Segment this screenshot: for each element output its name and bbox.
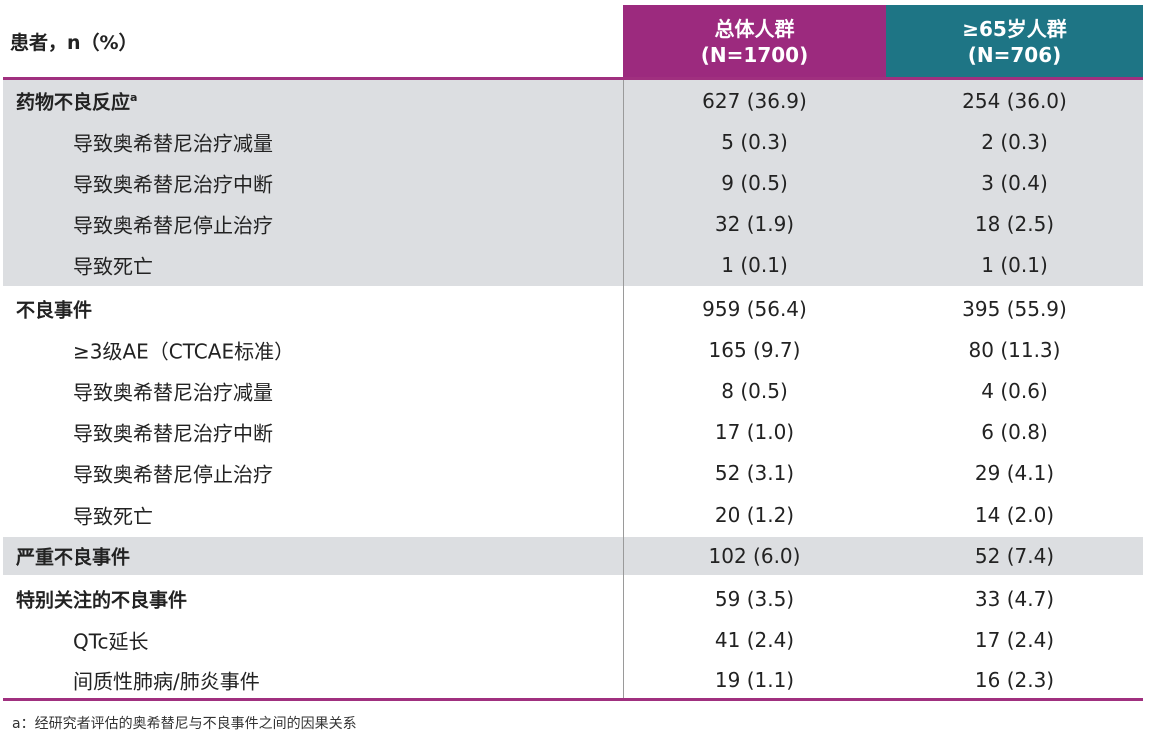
- row-label-text: 导致奥希替尼治疗中断: [73, 172, 273, 197]
- overall-value: 41 (2.4): [714, 627, 795, 652]
- table-row: 间质性肺病/肺炎事件 19 (1.1) 16 (2.3): [3, 660, 1143, 701]
- row-label: 特别关注的不良事件: [16, 586, 187, 613]
- row-label: 药物不良反应a: [16, 87, 137, 114]
- overall-value: 52 (3.1): [714, 461, 795, 486]
- overall-value: 20 (1.2): [714, 502, 795, 527]
- row-label-text: 导致奥希替尼停止治疗: [73, 213, 273, 238]
- table-row: 导致死亡 20 (1.2) 14 (2.0): [3, 494, 1143, 535]
- row-label-text: 导致死亡: [73, 504, 153, 529]
- table-row: 药物不良反应a 627 (36.9) 254 (36.0): [3, 80, 1143, 121]
- row-label-text: 间质性肺病/肺炎事件: [73, 669, 260, 694]
- age65-value: 16 (2.3): [974, 668, 1055, 693]
- overall-value: 17 (1.0): [714, 420, 795, 445]
- overall-value: 5 (0.3): [721, 129, 788, 154]
- age65-value: 18 (2.5): [974, 212, 1055, 237]
- row-label-text: 导致奥希替尼治疗减量: [73, 131, 273, 156]
- overall-value: 627 (36.9): [702, 88, 807, 113]
- row-group: 严重不良事件 102 (6.0) 52 (7.4): [3, 537, 1143, 575]
- age65-value: 52 (7.4): [974, 544, 1055, 568]
- overall-value: 102 (6.0): [708, 544, 801, 568]
- age65-value: 1 (0.1): [981, 253, 1048, 278]
- table-row: 严重不良事件 102 (6.0) 52 (7.4): [3, 537, 1143, 575]
- overall-value: 1 (0.1): [721, 253, 788, 278]
- table-row: 导致奥希替尼治疗中断 17 (1.0) 6 (0.8): [3, 412, 1143, 453]
- age65-value: 14 (2.0): [974, 502, 1055, 527]
- col2-title: ≥65岁人群: [962, 16, 1067, 41]
- table-row: 导致奥希替尼治疗减量 8 (0.5) 4 (0.6): [3, 370, 1143, 411]
- row-group: 不良事件 959 (56.4) 395 (55.9) ≥3级AE（CTCAE标准）…: [3, 288, 1143, 535]
- header-label: 患者，n（%）: [10, 32, 138, 54]
- table-row: QTc延长 41 (2.4) 17 (2.4): [3, 620, 1143, 661]
- row-label: ≥3级AE（CTCAE标准）: [73, 335, 294, 364]
- row-label-text: 药物不良反应: [16, 91, 131, 114]
- row-label: 导致奥希替尼停止治疗: [73, 459, 273, 488]
- age65-value: 6 (0.8): [981, 420, 1048, 445]
- table-row: 导致奥希替尼停止治疗 52 (3.1) 29 (4.1): [3, 453, 1143, 494]
- row-label: 间质性肺病/肺炎事件: [73, 666, 260, 695]
- table-row: 导致奥希替尼治疗减量 5 (0.3) 2 (0.3): [3, 121, 1143, 162]
- footnote: a：经研究者评估的奥希替尼与不良事件之间的因果关系: [12, 716, 357, 732]
- row-label: 导致奥希替尼治疗减量: [73, 376, 273, 405]
- age65-value: 395 (55.9): [962, 296, 1067, 321]
- row-label: 不良事件: [16, 295, 92, 322]
- row-group: 特别关注的不良事件 59 (3.5) 33 (4.7) QTc延长 41 (2.4…: [3, 579, 1143, 701]
- table-row: 特别关注的不良事件 59 (3.5) 33 (4.7): [3, 579, 1143, 620]
- age65-value: 4 (0.6): [981, 378, 1048, 403]
- row-label-text: 导致奥希替尼治疗减量: [73, 380, 273, 405]
- table-row: 导致奥希替尼治疗中断 9 (0.5) 3 (0.4): [3, 162, 1143, 203]
- overall-value: 59 (3.5): [714, 587, 795, 612]
- row-label: 严重不良事件: [16, 543, 130, 570]
- row-label: 导致奥希替尼治疗中断: [73, 418, 273, 447]
- age65-value: 3 (0.4): [981, 170, 1048, 195]
- overall-value: 959 (56.4): [702, 296, 807, 321]
- age65-value: 80 (11.3): [968, 337, 1061, 362]
- age65-value: 33 (4.7): [974, 587, 1055, 612]
- row-label-text: 导致奥希替尼停止治疗: [73, 462, 273, 487]
- col2-n: (N=706): [967, 42, 1062, 67]
- row-label-text: 导致死亡: [73, 254, 153, 279]
- row-label: 导致奥希替尼治疗减量: [73, 127, 273, 156]
- row-label: 导致奥希替尼停止治疗: [73, 210, 273, 239]
- col1-n: (N=1700): [700, 42, 809, 67]
- col1-title: 总体人群: [714, 16, 795, 41]
- age65-value: 254 (36.0): [962, 88, 1067, 113]
- row-label-text: 不良事件: [16, 299, 93, 322]
- column-divider: [623, 80, 624, 698]
- row-label: 导致死亡: [73, 251, 153, 280]
- table-row: 不良事件 959 (56.4) 395 (55.9): [3, 288, 1143, 329]
- row-label: 导致奥希替尼治疗中断: [73, 168, 273, 197]
- table-row: 导致死亡 1 (0.1) 1 (0.1): [3, 245, 1143, 286]
- row-label-text: 严重不良事件: [16, 546, 131, 569]
- row-label-text: 导致奥希替尼治疗中断: [73, 421, 273, 446]
- header-divider: [3, 77, 1143, 80]
- row-label-text: ≥3级AE（CTCAE标准）: [73, 339, 295, 364]
- footnote-marker: a: [130, 90, 138, 104]
- overall-value: 9 (0.5): [721, 170, 788, 195]
- table-row: 导致奥希替尼停止治疗 32 (1.9) 18 (2.5): [3, 204, 1143, 245]
- header-65plus-population: ≥65岁人群 (N=706): [886, 5, 1143, 78]
- row-label-text: 特别关注的不良事件: [16, 589, 188, 612]
- overall-value: 8 (0.5): [721, 378, 788, 403]
- row-group: 药物不良反应a 627 (36.9) 254 (36.0) 导致奥希替尼治疗减量 …: [3, 80, 1143, 286]
- overall-value: 32 (1.9): [714, 212, 795, 237]
- table-row: ≥3级AE（CTCAE标准） 165 (9.7) 80 (11.3): [3, 329, 1143, 370]
- header-overall-population: 总体人群 (N=1700): [623, 5, 886, 78]
- overall-value: 19 (1.1): [714, 668, 795, 693]
- age65-value: 2 (0.3): [981, 129, 1048, 154]
- row-label: QTc延长: [73, 625, 149, 654]
- row-label-text: QTc延长: [73, 629, 149, 654]
- age65-value: 17 (2.4): [974, 627, 1055, 652]
- row-label: 导致死亡: [73, 500, 153, 529]
- overall-value: 165 (9.7): [708, 337, 801, 362]
- table-bottom-line: [3, 698, 1143, 701]
- age65-value: 29 (4.1): [974, 461, 1055, 486]
